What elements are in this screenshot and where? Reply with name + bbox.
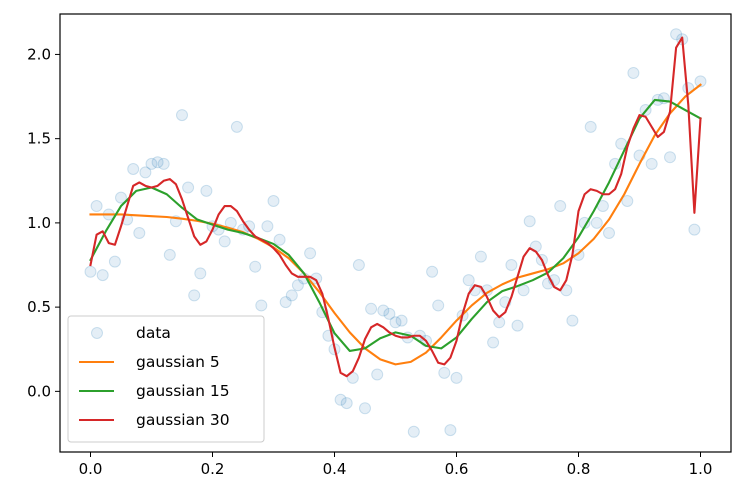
data-point — [261, 220, 274, 233]
data-point — [517, 284, 530, 297]
legend-label: gaussian 15 — [136, 382, 230, 400]
data-point — [493, 316, 506, 329]
data-point — [218, 235, 231, 248]
data-point — [151, 156, 164, 169]
data-point — [90, 200, 103, 213]
data-point — [230, 120, 243, 133]
data-point — [462, 274, 475, 287]
data-point — [432, 299, 445, 312]
series-line-3 — [89, 36, 702, 378]
data-point — [334, 393, 347, 406]
data-point — [590, 216, 603, 229]
legend-box — [67, 315, 265, 443]
data-point — [267, 194, 280, 207]
data-point — [627, 66, 640, 79]
x-axis-ticks: 0.0 0.2 0.4 0.6 0.8 1.0 — [79, 452, 713, 478]
data-point — [523, 215, 536, 228]
data-point — [285, 289, 298, 302]
data-point — [365, 302, 378, 315]
data-point — [603, 227, 615, 239]
data-point — [688, 223, 701, 236]
y-tick-label: 1.0 — [27, 214, 51, 232]
legend-label: gaussian 5 — [136, 353, 220, 371]
data-point — [157, 157, 170, 170]
data-point — [291, 279, 304, 292]
data-point — [96, 269, 109, 282]
data-point — [145, 157, 158, 170]
series-lines — [89, 36, 702, 378]
data-point — [383, 307, 396, 320]
data-point — [474, 250, 487, 263]
data-point — [340, 397, 353, 410]
data-point — [566, 314, 579, 327]
data-point — [352, 259, 365, 272]
data-point — [249, 260, 262, 273]
legend: data gaussian 5 gaussian 15 gaussian 30 — [67, 315, 265, 443]
data-point — [395, 314, 408, 327]
series-line-2 — [89, 98, 702, 352]
data-point — [243, 220, 256, 233]
data-point — [188, 289, 201, 302]
x-tick-label: 0.4 — [323, 460, 347, 478]
y-tick-label: 0.5 — [27, 298, 51, 316]
data-point — [84, 265, 97, 278]
data-point — [200, 184, 213, 197]
data-point — [645, 157, 658, 170]
data-point — [133, 227, 146, 239]
x-tick-label: 0.2 — [201, 460, 225, 478]
data-point — [310, 272, 323, 285]
data-point — [664, 151, 676, 164]
data-point — [407, 425, 420, 438]
data-point — [163, 248, 176, 261]
data-point — [694, 75, 707, 88]
y-tick-label: 1.5 — [27, 130, 51, 148]
data-point — [487, 336, 500, 349]
y-axis-ticks: 0.0 0.5 1.0 1.5 2.0 — [27, 45, 60, 400]
data-point — [115, 191, 127, 204]
data-point — [450, 371, 463, 384]
legend-label: data — [136, 324, 171, 342]
data-point — [273, 233, 286, 246]
data-point — [554, 200, 567, 213]
data-point — [139, 166, 152, 179]
x-tick-label: 0.6 — [445, 460, 469, 478]
data-point — [621, 194, 634, 207]
data-point — [108, 255, 121, 268]
x-tick-label: 1.0 — [689, 460, 713, 478]
x-tick-label: 0.8 — [567, 460, 591, 478]
data-point — [182, 181, 195, 194]
data-point — [176, 109, 188, 122]
data-point — [279, 296, 292, 309]
plot-frame — [59, 13, 732, 453]
data-point — [377, 304, 390, 317]
series-line-1 — [89, 83, 702, 366]
data-point — [426, 265, 439, 278]
data-point — [511, 319, 524, 332]
y-tick-label: 2.0 — [27, 45, 51, 63]
data-point — [505, 259, 518, 272]
data-point — [670, 28, 683, 41]
data-point — [438, 366, 451, 379]
legend-marker-data — [91, 327, 103, 339]
data-point — [194, 267, 207, 280]
data-point — [371, 368, 384, 381]
data-point — [304, 247, 317, 260]
data-point — [444, 424, 457, 437]
data-point — [584, 120, 597, 133]
scatter-points — [84, 28, 707, 438]
data-point — [359, 402, 371, 415]
legend-label: gaussian 30 — [136, 411, 230, 429]
x-tick-label: 0.0 — [79, 460, 103, 478]
y-tick-label: 0.0 — [27, 382, 51, 400]
data-point — [127, 162, 140, 175]
data-point — [255, 299, 268, 312]
data-point — [389, 316, 402, 329]
